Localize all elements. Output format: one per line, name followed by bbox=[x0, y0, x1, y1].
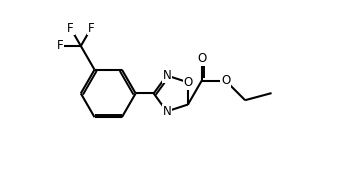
Text: N: N bbox=[162, 105, 171, 118]
Text: F: F bbox=[57, 39, 64, 53]
Text: O: O bbox=[197, 52, 206, 65]
Text: F: F bbox=[67, 22, 74, 35]
Text: F: F bbox=[88, 22, 94, 35]
Text: O: O bbox=[183, 76, 193, 89]
Text: N: N bbox=[162, 69, 171, 82]
Text: O: O bbox=[221, 74, 230, 87]
